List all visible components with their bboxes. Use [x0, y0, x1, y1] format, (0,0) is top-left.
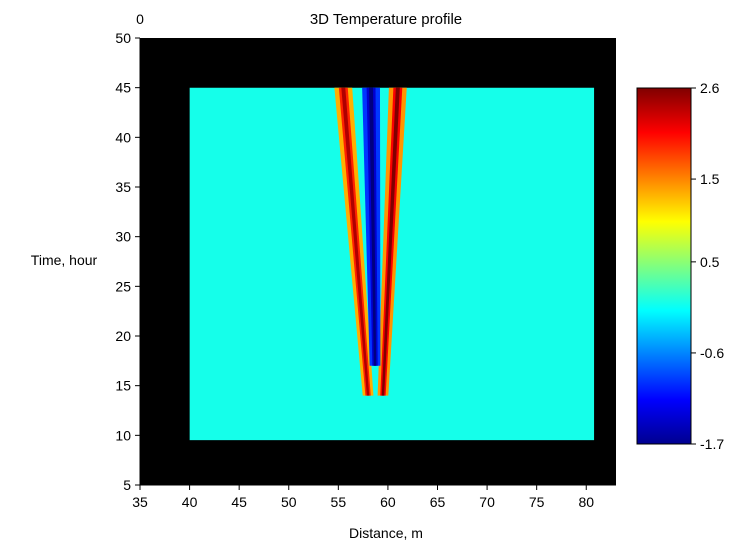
x-tick-label: 80: [578, 494, 594, 510]
y-tick-label: 45: [115, 80, 131, 96]
y-tick-label: 30: [115, 229, 131, 245]
band-layer: [369, 87, 377, 366]
colorbar-tick-label: -0.6: [700, 345, 724, 361]
x-tick-label: 65: [430, 494, 446, 510]
colorbar-tick-label: 1.5: [700, 171, 720, 187]
colorbar: [636, 87, 692, 445]
y-tick-label: 50: [115, 30, 131, 46]
y-tick-label: 10: [115, 427, 131, 443]
y-tick-label: 40: [115, 129, 131, 145]
x-tick-label: 70: [479, 494, 495, 510]
cold-band-2: [362, 87, 381, 366]
x-tick-label: 40: [182, 494, 198, 510]
hot-band-1: [377, 87, 407, 396]
chart-title: 3D Temperature profile: [310, 11, 462, 28]
x-tick-label: 35: [132, 494, 148, 510]
x-tick-label: 60: [380, 494, 396, 510]
corner-label: 0: [136, 11, 144, 27]
x-tick-label: 75: [529, 494, 545, 510]
x-tick-label: 45: [231, 494, 247, 510]
axes: 35 40 45 50 55 60 65 70 75 80 5 10 15 20 25 30 35 40 45 50: [115, 30, 616, 510]
x-tick-label: 50: [281, 494, 297, 510]
colorbar-tick-label: 0.5: [700, 254, 720, 270]
y-tick-label: 15: [115, 378, 131, 394]
colorbar-ticks: 2.6 1.5 0.5 -0.6 -1.7: [691, 80, 724, 452]
x-axis-label: Distance, m: [349, 525, 423, 540]
y-tick-label: 25: [115, 278, 131, 294]
x-tick-label: 55: [331, 494, 347, 510]
y-tick-label: 35: [115, 179, 131, 195]
band-layer: [341, 87, 370, 396]
y-tick-label: 5: [123, 477, 131, 493]
colorbar-tick-label: -1.7: [700, 436, 724, 452]
hot-band-0: [334, 87, 374, 396]
y-axis-label: Time, hour: [31, 252, 98, 268]
heatmap-data: [189, 87, 595, 441]
y-tick-label: 20: [115, 328, 131, 344]
band-layer: [381, 87, 400, 396]
colorbar-tick-label: 2.6: [700, 80, 720, 96]
